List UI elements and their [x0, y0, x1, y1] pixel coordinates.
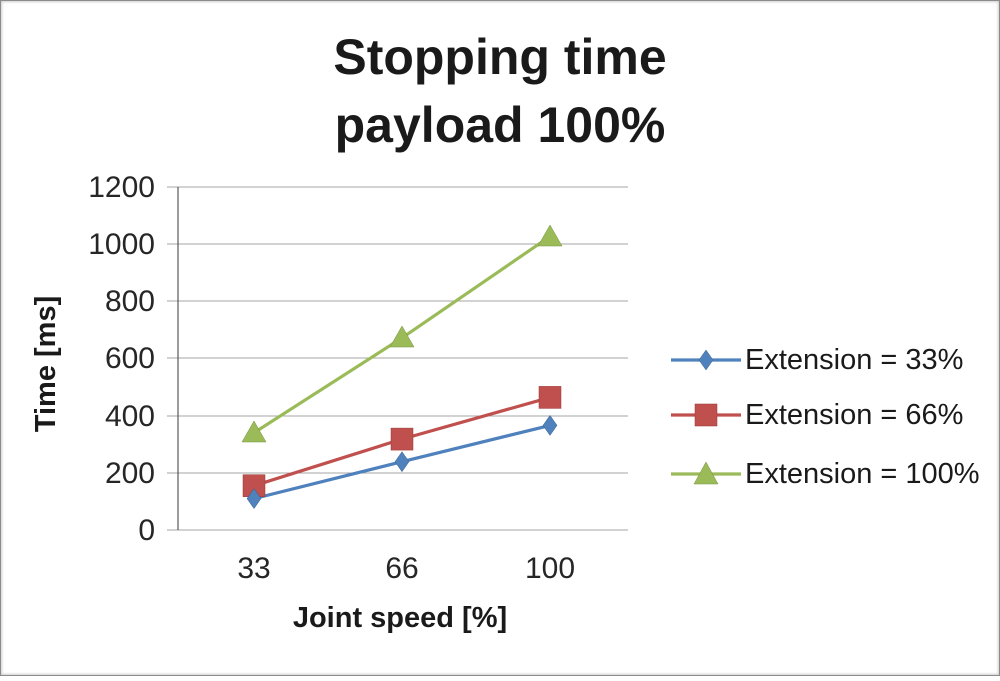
- svg-text:100: 100: [525, 552, 575, 585]
- svg-text:600: 600: [105, 342, 155, 375]
- svg-text:1000: 1000: [88, 228, 155, 261]
- svg-text:Extension = 100%: Extension = 100%: [745, 458, 980, 490]
- svg-text:800: 800: [105, 285, 155, 318]
- svg-text:1200: 1200: [88, 171, 155, 204]
- svg-text:33: 33: [237, 552, 270, 585]
- svg-text:Time [ms]: Time [ms]: [30, 296, 62, 432]
- svg-text:Extension = 33%: Extension = 33%: [745, 344, 963, 376]
- svg-text:0: 0: [138, 514, 155, 547]
- svg-text:400: 400: [105, 400, 155, 433]
- svg-text:200: 200: [105, 457, 155, 490]
- svg-text:Joint speed [%]: Joint speed [%]: [293, 602, 507, 634]
- svg-text:Extension = 66%: Extension = 66%: [745, 399, 963, 431]
- svg-text:66: 66: [385, 552, 418, 585]
